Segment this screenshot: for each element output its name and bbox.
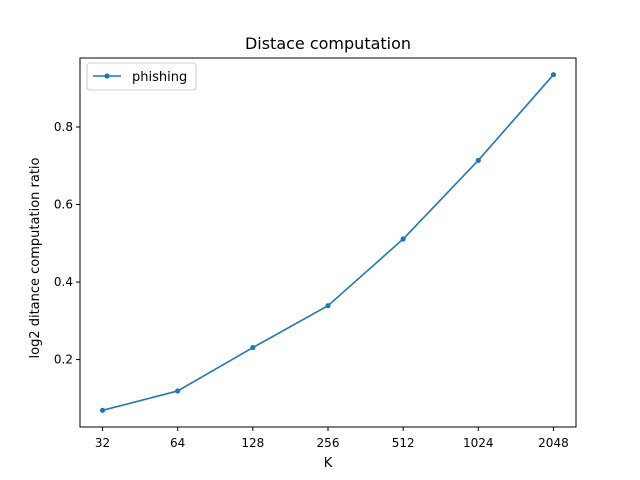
- x-tick-label: 32: [95, 436, 110, 450]
- chart-title: Distace computation: [245, 34, 411, 53]
- y-tick-label: 0.6: [54, 198, 73, 212]
- legend: phishing: [86, 62, 197, 91]
- legend-label-phishing: phishing: [132, 70, 187, 85]
- axes: 32 64 128 256 512 1024 2048 0.2 0.4 0.6 0.8: [54, 57, 577, 450]
- series-line-phishing: [101, 73, 555, 412]
- data-point: [250, 344, 256, 351]
- x-tick-label: 64: [170, 436, 185, 450]
- legend-frame: [86, 62, 197, 91]
- data-point: [400, 236, 406, 242]
- data-point: [99, 407, 106, 413]
- y-tick-label: 0.2: [54, 353, 73, 367]
- plot-frame: [79, 57, 577, 428]
- x-tick-label: 512: [392, 436, 415, 450]
- data-point: [475, 157, 481, 163]
- legend-marker-phishing: [104, 73, 110, 79]
- x-tick-label: 256: [317, 436, 340, 450]
- x-tick-label: 128: [241, 436, 264, 450]
- y-axis-label: log2 ditance computation ratio: [28, 157, 43, 358]
- data-point: [550, 72, 557, 78]
- x-tick-label: 2048: [538, 436, 569, 450]
- y-tick-label: 0.8: [54, 120, 73, 134]
- data-layer: [99, 72, 557, 413]
- data-point: [175, 388, 181, 394]
- x-tick-label: 1024: [463, 436, 494, 450]
- x-axis-label: K: [324, 456, 333, 471]
- data-point: [325, 303, 331, 309]
- y-tick-label: 0.4: [54, 275, 73, 289]
